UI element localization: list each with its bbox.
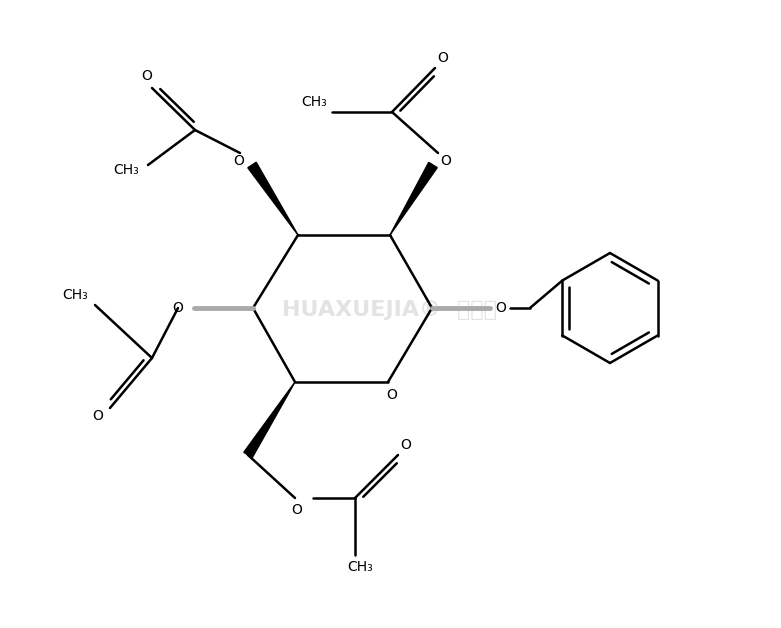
Text: O: O bbox=[437, 51, 448, 65]
Text: O: O bbox=[401, 438, 412, 452]
Text: O: O bbox=[172, 301, 183, 315]
Text: CH₃: CH₃ bbox=[62, 288, 88, 302]
Text: O: O bbox=[141, 69, 152, 83]
Polygon shape bbox=[244, 382, 295, 458]
Text: O: O bbox=[496, 301, 506, 315]
Text: HUAXUEJIA®  化学加: HUAXUEJIA® 化学加 bbox=[283, 300, 497, 320]
Text: O: O bbox=[93, 409, 103, 423]
Text: CH₃: CH₃ bbox=[301, 95, 327, 109]
Polygon shape bbox=[248, 162, 298, 235]
Text: O: O bbox=[387, 388, 398, 402]
Text: CH₃: CH₃ bbox=[347, 560, 373, 574]
Text: O: O bbox=[234, 154, 244, 168]
Text: O: O bbox=[440, 154, 451, 168]
Text: O: O bbox=[291, 503, 302, 517]
Text: CH₃: CH₃ bbox=[113, 163, 139, 177]
Polygon shape bbox=[390, 163, 437, 235]
